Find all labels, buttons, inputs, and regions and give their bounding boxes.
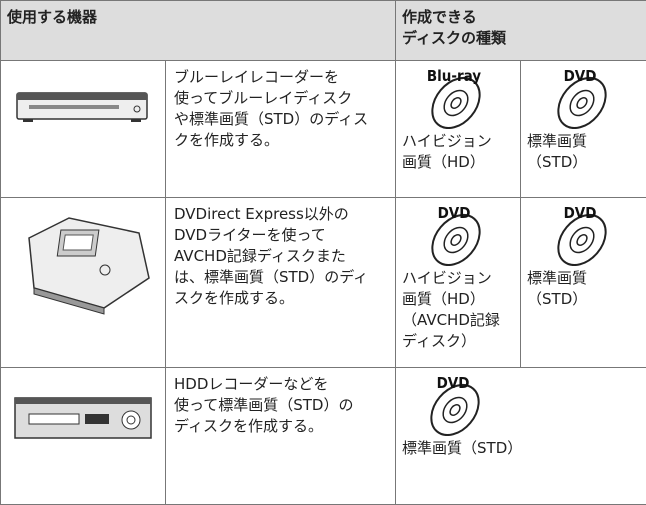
disc-header: 作成できる ディスクの種類: [396, 1, 646, 61]
device-image: [9, 71, 157, 181]
disc-caption: （AVCHD記録: [402, 310, 514, 331]
description-line: 使ってブルーレイディスク: [174, 88, 387, 109]
description-line: や標準画質（STD）のディス: [174, 109, 387, 130]
description-line: ディスクを作成する。: [174, 416, 387, 437]
disc-icon: DVD: [544, 65, 624, 129]
description-line: 使って標準画質（STD）の: [174, 395, 387, 416]
disc-wrap: DVD: [402, 202, 514, 266]
disc-wrap: DVD: [402, 372, 512, 436]
disc-logo: Blu-ray: [427, 67, 481, 85]
disc-caption: 標準画質: [527, 268, 640, 289]
description-line: クを作成する。: [174, 130, 387, 151]
description-cell: ブルーレイレコーダーを使ってブルーレイディスクや標準画質（STD）のディスクを作…: [166, 61, 396, 198]
disc-cell: DVD ハイビジョン画質（HD）（AVCHD記録ディスク）: [396, 198, 521, 368]
header-line: ディスクの種類: [402, 28, 640, 49]
table-row: ブルーレイレコーダーを使ってブルーレイディスクや標準画質（STD）のディスクを作…: [1, 61, 646, 198]
disc-wrap: DVD: [527, 202, 640, 266]
page: 使用する機器 作成できる ディスクの種類 ブルーレイレコーダーを使ってブルーレイ…: [0, 0, 646, 480]
device-cell: [1, 368, 166, 505]
disc-caption: ハイビジョン: [402, 131, 514, 152]
disc-logo: DVD: [563, 67, 596, 85]
disc-caption: 画質（HD）: [402, 152, 514, 173]
description-line: は、標準画質（STD）のディ: [174, 267, 387, 288]
disc-icon: DVD: [418, 202, 498, 266]
disc-icon: DVD: [544, 202, 624, 266]
disc-cell: DVD 標準画質（STD）: [521, 61, 646, 198]
device-cell: [1, 198, 166, 368]
disc-wrap: Blu-ray: [402, 65, 514, 129]
description-line: ブルーレイレコーダーを: [174, 67, 387, 88]
disc-cell: Blu-ray ハイビジョン画質（HD）: [396, 61, 521, 198]
disc-cell: DVD 標準画質（STD）: [521, 198, 646, 368]
disc-caption: 標準画質（STD）: [402, 438, 640, 459]
disc-caption: （STD）: [527, 152, 640, 173]
disc-cell: DVD 標準画質（STD）: [396, 368, 646, 505]
device-header: 使用する機器: [1, 1, 396, 61]
disc-caption: 画質（HD）: [402, 289, 514, 310]
description-line: DVDirect Express以外の: [174, 204, 387, 225]
description-line: AVCHD記録ディスクまた: [174, 246, 387, 267]
disc-logo: DVD: [563, 204, 596, 222]
disc-caption: ディスク）: [402, 331, 514, 352]
disc-wrap: DVD: [527, 65, 640, 129]
description-line: DVDライターを使って: [174, 225, 387, 246]
disc-logo: DVD: [437, 374, 470, 392]
disc-icon: Blu-ray: [418, 65, 498, 129]
disc-caption: 標準画質: [527, 131, 640, 152]
device-cell: [1, 61, 166, 198]
device-image: [9, 208, 157, 318]
description-cell: HDDレコーダーなどを使って標準画質（STD）のディスクを作成する。: [166, 368, 396, 505]
disc-logo: DVD: [438, 204, 471, 222]
device-image: [9, 378, 157, 488]
disc-caption: ハイビジョン: [402, 268, 514, 289]
disc-icon: DVD: [417, 372, 497, 436]
header-row: 使用する機器 作成できる ディスクの種類: [1, 1, 646, 61]
description-line: スクを作成する。: [174, 288, 387, 309]
description-line: HDDレコーダーなどを: [174, 374, 387, 395]
disc-caption: （STD）: [527, 289, 640, 310]
header-line: 作成できる: [402, 7, 640, 28]
table-row: HDDレコーダーなどを使って標準画質（STD）のディスクを作成する。 DVD 標準画…: [1, 368, 646, 505]
